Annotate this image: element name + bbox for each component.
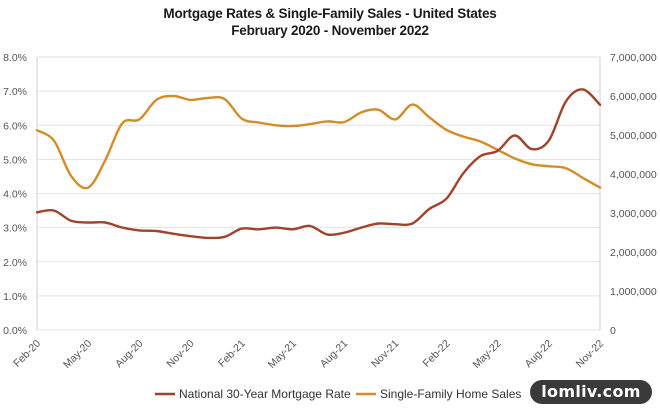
watermark-badge: lomliv.com (530, 380, 652, 404)
left-y-tick-label: 1.0% (3, 291, 27, 303)
x-tick-label: May-21 (266, 338, 299, 371)
right-y-tick-label: 1,000,000 (610, 286, 657, 298)
left-y-tick-label: 6.0% (3, 120, 27, 132)
x-axis-ticks: Feb-20 May-20 Aug-20 Nov-20 Feb-21 May-21 Aug-… (11, 338, 606, 371)
left-y-tick-label: 5.0% (3, 154, 27, 166)
x-tick-label: May-22 (471, 338, 504, 371)
legend-label: Single-Family Home Sales (380, 387, 521, 401)
series-line-home-sales (35, 94, 602, 190)
x-tick-label: Feb-20 (11, 338, 43, 370)
x-tick-label: Aug-21 (318, 338, 351, 371)
right-y-axis-ticks: 0 1,000,000 2,000,000 3,000,000 4,000,000 5,0… (610, 52, 657, 337)
left-y-tick-label: 0.0% (3, 325, 27, 337)
left-y-tick-label: 4.0% (3, 189, 27, 201)
left-y-tick-label: 8.0% (3, 52, 27, 64)
series-lines (35, 88, 602, 240)
chart-title: Mortgage Rates & Single-Family Sales - U… (163, 6, 497, 21)
series-line-mortgage-rate (35, 88, 602, 240)
x-tick-label: Feb-22 (421, 338, 453, 370)
gridlines (36, 56, 601, 331)
legend-label: National 30-Year Mortgage Rate (179, 387, 351, 401)
right-y-tick-label: 4,000,000 (610, 169, 657, 181)
x-tick-label: Nov-22 (574, 338, 607, 371)
right-y-tick-label: 7,000,000 (610, 52, 657, 64)
x-tick-label: May-20 (61, 338, 94, 371)
right-y-tick-label: 3,000,000 (610, 208, 657, 220)
right-y-tick-label: 2,000,000 (610, 247, 657, 259)
x-tick-label: Nov-20 (164, 338, 197, 371)
x-tick-label: Aug-20 (113, 338, 146, 371)
left-y-tick-label: 3.0% (3, 223, 27, 235)
left-y-tick-label: 2.0% (3, 257, 27, 269)
right-y-tick-label: 5,000,000 (610, 130, 657, 142)
left-y-tick-label: 7.0% (3, 86, 27, 98)
x-tick-label: Feb-21 (216, 338, 248, 370)
chart-title-block: Mortgage Rates & Single-Family Sales - U… (0, 5, 660, 39)
right-y-tick-label: 0 (610, 325, 616, 337)
left-y-axis-ticks: 0.0% 1.0% 2.0% 3.0% 4.0% 5.0% 6.0% 7.0% 8.0% (3, 52, 27, 337)
right-y-tick-label: 6,000,000 (610, 91, 657, 103)
x-tick-label: Aug-22 (523, 338, 556, 371)
chart-subtitle: February 2020 - November 2022 (231, 23, 429, 38)
legend: National 30-Year Mortgage Rate Single-Fam… (155, 387, 521, 401)
x-tick-label: Nov-21 (369, 338, 402, 371)
